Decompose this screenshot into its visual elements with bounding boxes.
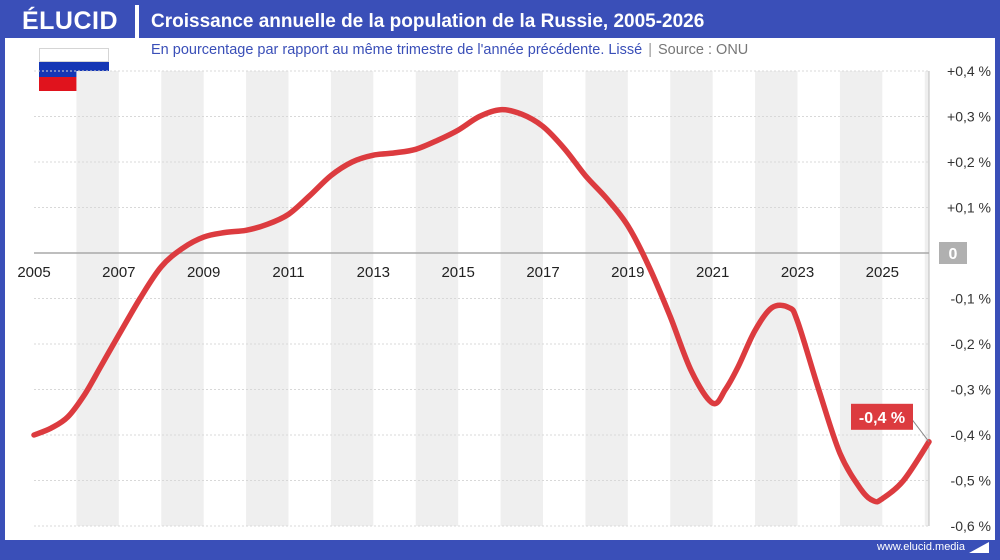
x-tick-label: 2025 <box>866 264 899 281</box>
y-tick-label: -0,5 % <box>951 473 991 489</box>
y-tick-label: +0,3 % <box>947 109 991 125</box>
y-tick-label: -0,3 % <box>951 382 991 398</box>
arrow-logo-icon <box>969 542 989 553</box>
x-tick-label: 2021 <box>696 264 729 281</box>
chart-subtitle: En pourcentage par rapport au même trime… <box>151 42 748 58</box>
elucid-logo[interactable]: ÉLUCID <box>21 7 119 35</box>
header-bar: ÉLUCID Croissance annuelle de la populat… <box>5 5 995 38</box>
x-tick-label: 2019 <box>611 264 644 281</box>
x-tick-label: 2009 <box>187 264 220 281</box>
y-tick-label: +0,2 % <box>947 154 991 170</box>
y-tick-label: -0,1 % <box>951 291 991 307</box>
x-tick-label: 2007 <box>102 264 135 281</box>
y-tick-label: -0,4 % <box>951 427 991 443</box>
header-separator <box>135 5 139 38</box>
series-line <box>31 106 932 505</box>
x-tick-label: 2017 <box>526 264 559 281</box>
y-tick-label: -0,2 % <box>951 336 991 352</box>
y-tick-label: +0,4 % <box>947 63 991 79</box>
y-tick-label: -0,6 % <box>951 518 991 534</box>
subtitle-text: En pourcentage par rapport au même trime… <box>151 42 643 58</box>
footer-url[interactable]: www.elucid.media <box>876 541 965 553</box>
x-tick-label: 2005 <box>17 264 50 281</box>
chart-title: Croissance annuelle de la population de … <box>151 11 705 32</box>
source-text: Source : ONU <box>658 42 749 58</box>
annotation-leader <box>909 416 930 443</box>
annotation-badge <box>851 403 913 430</box>
y-tick-label: +0,1 % <box>947 200 991 216</box>
annotation-label: -0,4 % <box>859 410 905 427</box>
subtitle-separator: | <box>648 42 653 58</box>
zero-badge <box>939 242 967 264</box>
y-tick-label: 0 <box>949 246 958 263</box>
footer-bar: www.elucid.media <box>5 540 995 555</box>
x-tick-label: 2013 <box>357 264 390 281</box>
x-tick-label: 2023 <box>781 264 814 281</box>
x-tick-label: 2011 <box>272 264 304 281</box>
x-tick-label: 2015 <box>441 264 474 281</box>
line-chart: +0,4 % +0,3 % +0,2 % +0,1 % 0 -0,1 % -0,2 % -0,… <box>17 63 991 534</box>
